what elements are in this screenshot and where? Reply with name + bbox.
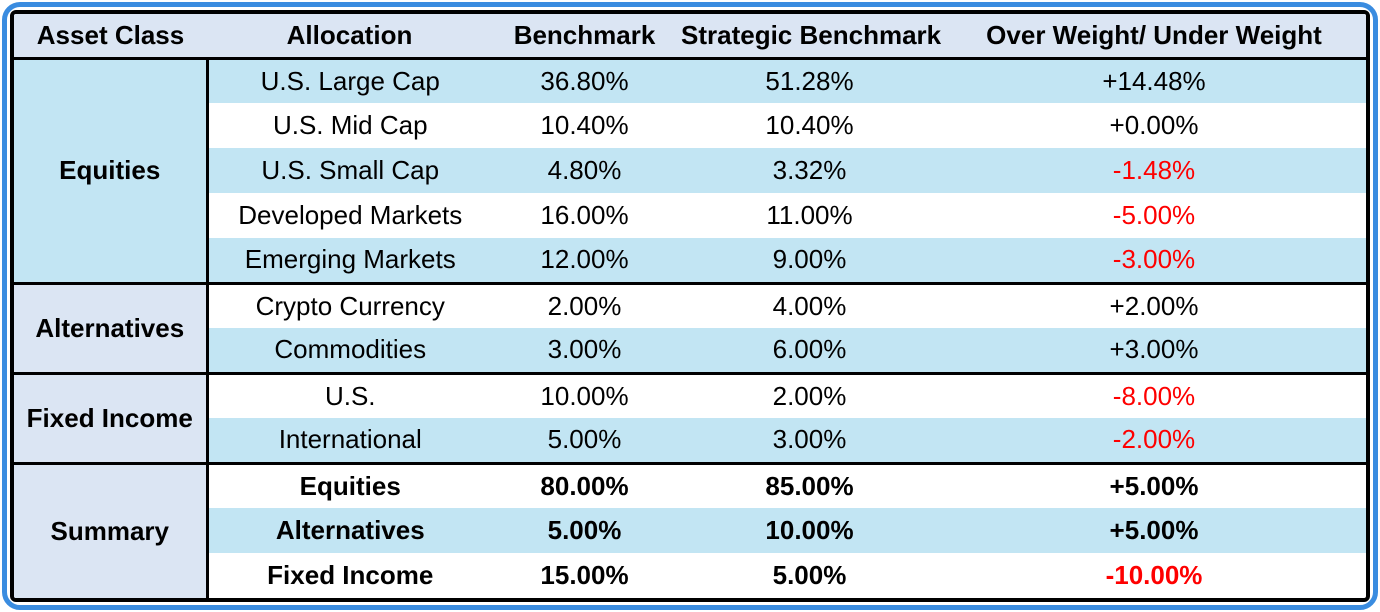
- col-header-benchmark: Benchmark: [492, 14, 677, 60]
- cell-allocation: U.S.: [207, 371, 492, 418]
- table-row-us-small-cap: U.S. Small Cap 4.80% 3.32% -1.48%: [14, 148, 1366, 193]
- cell-strategic-benchmark: 6.00%: [677, 328, 942, 373]
- col-header-over-under-weight: Over Weight/ Under Weight: [942, 14, 1366, 60]
- table-row-summary-equities: Summary Equities 80.00% 85.00% +5.00%: [14, 461, 1366, 598]
- group-label-summary: Summary: [14, 461, 209, 598]
- cell-strategic-benchmark: 3.00%: [677, 418, 942, 463]
- cell-strategic-benchmark: 5.00%: [772, 560, 847, 590]
- cell-over-under-weight: -2.00%: [942, 418, 1366, 463]
- cell-allocation: U.S. Small Cap: [207, 148, 492, 193]
- table-row-us-large-cap: Equities U.S. Large Cap 36.80% 51.28% +1…: [14, 58, 1366, 283]
- cell-benchmark: 12.00%: [492, 238, 677, 283]
- cell-benchmark: 4.80%: [492, 148, 677, 193]
- cell-allocation: Developed Markets: [238, 200, 463, 230]
- table-row-emerging-markets: Emerging Markets 12.00% 9.00% -3.00%: [14, 238, 1366, 283]
- allocation-table: Asset Class Allocation Benchmark Strateg…: [14, 14, 1366, 598]
- cell-allocation: Fixed Income: [267, 560, 434, 590]
- header-row: Asset Class Allocation Benchmark Strateg…: [14, 14, 1366, 60]
- cell-strategic-benchmark: 11.00%: [766, 200, 853, 230]
- cell-benchmark: 16.00%: [540, 200, 629, 230]
- col-header-asset-class: Asset Class: [14, 14, 207, 60]
- cell-over-under-weight: +5.00%: [942, 461, 1366, 508]
- cell-allocation: Equities: [207, 461, 492, 508]
- cell-benchmark: 5.00%: [492, 418, 677, 463]
- table-row-commodities: Commodities 3.00% 6.00% +3.00%: [14, 328, 1366, 373]
- cell-benchmark: 15.00%: [540, 560, 629, 590]
- table-row-summary-fixed-income: Fixed Income 15.00% 5.00% -10.00%: [14, 553, 1366, 598]
- group-label-alternatives: Alternatives: [14, 281, 209, 373]
- group-label-equities: Equities: [14, 58, 209, 283]
- cell-allocation: U.S. Mid Cap: [272, 110, 428, 140]
- cell-strategic-benchmark: 85.00%: [677, 461, 942, 508]
- cell-over-under-weight: -8.00%: [942, 371, 1366, 418]
- cell-benchmark: 10.40%: [540, 110, 629, 140]
- cell-over-under-weight: +3.00%: [942, 328, 1366, 373]
- cell-allocation: International: [207, 418, 492, 463]
- table-row-crypto-currency: Alternatives Crypto Currency 2.00% 4.00%…: [14, 281, 1366, 373]
- cell-benchmark: 2.00%: [492, 281, 677, 328]
- table-row-summary-alternatives: Alternatives 5.00% 10.00% +5.00%: [14, 508, 1366, 553]
- cell-allocation: Crypto Currency: [207, 281, 492, 328]
- table-row-us-mid-cap: U.S. Mid Cap 10.40% 10.40% +0.00%: [14, 103, 1366, 148]
- cell-over-under-weight: +0.00%: [1109, 110, 1199, 140]
- cell-benchmark: 80.00%: [492, 461, 677, 508]
- cell-over-under-weight: +14.48%: [942, 58, 1366, 103]
- cell-over-under-weight: -1.48%: [942, 148, 1366, 193]
- col-header-allocation: Allocation: [207, 14, 492, 60]
- cell-strategic-benchmark: 10.40%: [765, 110, 854, 140]
- cell-benchmark: 36.80%: [492, 58, 677, 103]
- cell-allocation: U.S. Large Cap: [207, 58, 492, 103]
- table-row-developed-markets: Developed Markets 16.00% 11.00% -5.00%: [14, 193, 1366, 238]
- cell-over-under-weight: +2.00%: [942, 281, 1366, 328]
- cell-strategic-benchmark: 51.28%: [677, 58, 942, 103]
- cell-strategic-benchmark: 2.00%: [677, 371, 942, 418]
- cell-over-under-weight: -5.00%: [1112, 200, 1196, 230]
- table-row-fixed-income-international: International 5.00% 3.00% -2.00%: [14, 418, 1366, 463]
- cell-benchmark: 5.00%: [492, 508, 677, 553]
- group-label-fixed-income: Fixed Income: [14, 371, 209, 463]
- cell-benchmark: 3.00%: [492, 328, 677, 373]
- cell-strategic-benchmark: 10.00%: [677, 508, 942, 553]
- cell-over-under-weight: +5.00%: [942, 508, 1366, 553]
- allocation-table-container: Asset Class Allocation Benchmark Strateg…: [10, 10, 1370, 602]
- cell-strategic-benchmark: 3.32%: [677, 148, 942, 193]
- cell-allocation: Alternatives: [207, 508, 492, 553]
- cell-allocation: Emerging Markets: [207, 238, 492, 283]
- cell-over-under-weight: -10.00%: [1105, 560, 1203, 590]
- cell-benchmark: 10.00%: [492, 371, 677, 418]
- cell-allocation: Commodities: [207, 328, 492, 373]
- cell-strategic-benchmark: 4.00%: [677, 281, 942, 328]
- cell-strategic-benchmark: 9.00%: [677, 238, 942, 283]
- cell-over-under-weight: -3.00%: [942, 238, 1366, 283]
- col-header-strategic-benchmark: Strategic Benchmark: [677, 14, 942, 60]
- table-row-fixed-income-us: Fixed Income U.S. 10.00% 2.00% -8.00%: [14, 371, 1366, 463]
